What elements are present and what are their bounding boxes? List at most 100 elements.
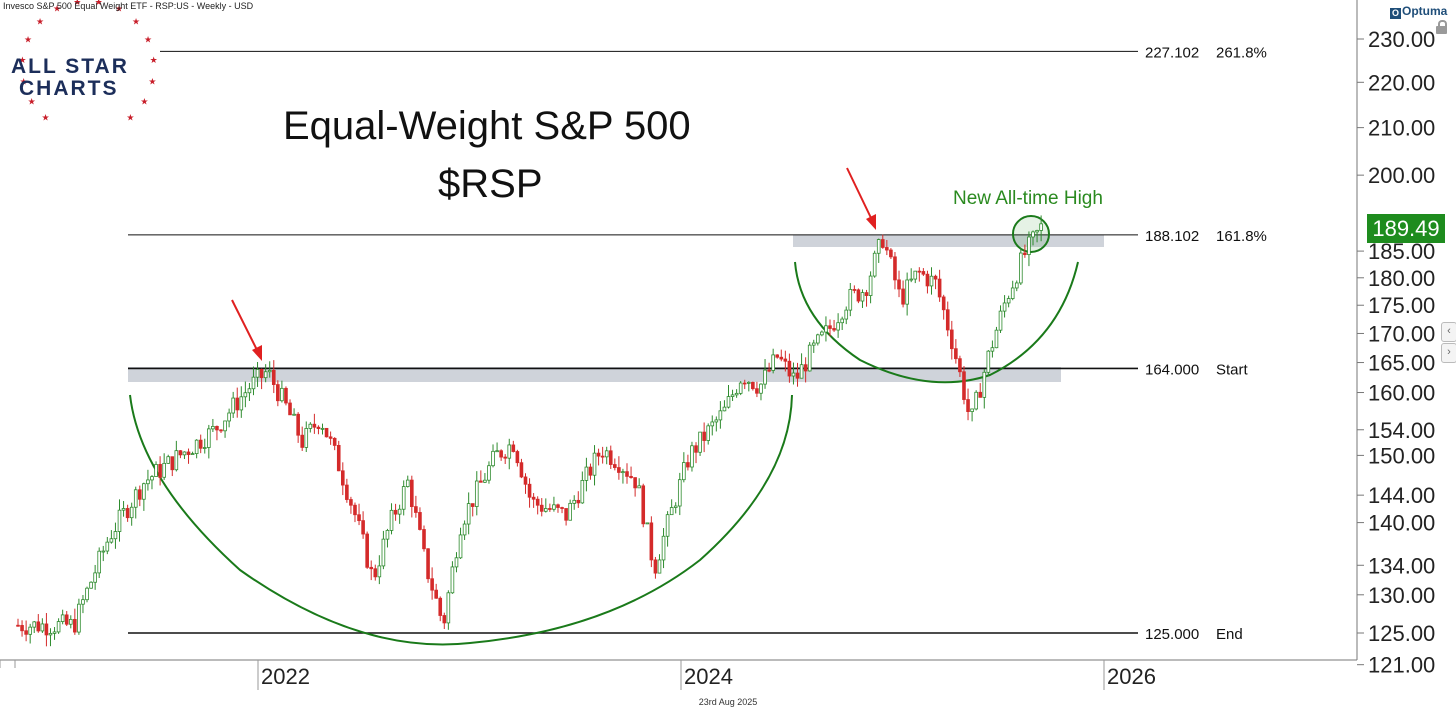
candle-body [840, 318, 844, 324]
candle-body [629, 475, 633, 478]
candle-body [698, 431, 702, 453]
candle-body [722, 406, 727, 412]
y-tick-label: 130.00 [1368, 583, 1435, 608]
chart-date: 23rd Aug 2025 [698, 697, 758, 707]
candle-body [592, 452, 597, 476]
cup-arc-right [794, 261, 1079, 384]
candle-body [738, 382, 743, 394]
optuma-brand: O Optuma [1390, 4, 1447, 19]
instrument-title: Invesco S&P 500 Equal Weight ETF - RSP:U… [3, 1, 254, 11]
candle-body [182, 451, 187, 456]
lock-icon[interactable] [1435, 20, 1449, 34]
candle-body [848, 289, 853, 311]
level-label: Start [1216, 361, 1249, 378]
candle-body [978, 391, 983, 398]
candle-body [300, 434, 304, 448]
logo-star: ★ [150, 56, 158, 66]
candle-body [844, 309, 849, 320]
logo-star: ★ [115, 5, 123, 15]
candle-body [158, 464, 162, 478]
candle-body [580, 480, 585, 504]
candle-body [787, 360, 792, 377]
optuma-mark: O [1390, 8, 1401, 19]
level-value: 125.000 [1145, 626, 1199, 643]
candle-body [227, 412, 231, 422]
candle-body [998, 310, 1003, 331]
candle-body [312, 423, 317, 428]
candle-body [239, 396, 244, 411]
candle-body [767, 369, 771, 372]
candle-body [470, 503, 475, 507]
candle-body [552, 504, 556, 510]
candle-body [381, 538, 386, 567]
candle-body [669, 507, 674, 516]
candle-body [1006, 298, 1011, 304]
candle-body [608, 450, 613, 465]
candle-body [324, 427, 329, 438]
candle-body [48, 632, 53, 636]
last-price-badge: 189.49 [1367, 214, 1445, 243]
candle-body [832, 328, 836, 331]
candle-body [836, 322, 840, 331]
candle-body [1010, 287, 1015, 299]
candle-body [271, 369, 276, 385]
y-tick-label: 154.00 [1368, 418, 1435, 443]
candle-body [937, 278, 942, 298]
candle-body [535, 498, 540, 506]
candle-body [373, 568, 378, 578]
candle-body [759, 383, 763, 394]
candle-body [860, 292, 865, 302]
candle-body [377, 565, 382, 578]
candle-body [28, 626, 32, 635]
arrow-2021-top [231, 299, 259, 353]
candle-body [645, 522, 650, 525]
candle-body [121, 508, 126, 511]
candle-body [986, 350, 991, 373]
candle-body [1014, 282, 1019, 289]
candle-body [340, 470, 345, 486]
candle-body [523, 476, 528, 485]
candle-body [304, 428, 309, 448]
candle-body [36, 621, 41, 632]
candle-body [742, 382, 747, 385]
panel-right-icon[interactable]: › [1441, 343, 1456, 363]
level-label: 261.8% [1216, 44, 1267, 61]
candle-body [68, 619, 73, 625]
candle-body [588, 466, 593, 476]
candle-body [718, 410, 723, 421]
candle-body [637, 485, 641, 489]
candle-body [73, 619, 77, 633]
candle-body [641, 485, 646, 525]
candle-body [1023, 252, 1027, 256]
y-tick-label: 210.00 [1368, 116, 1435, 141]
logo-line2: CHARTS [19, 77, 119, 100]
candle-body [397, 508, 402, 515]
panel-left-icon[interactable]: ‹ [1441, 322, 1456, 342]
new-high-annotation: New All-time High [953, 188, 1103, 209]
candle-body [941, 296, 946, 311]
candle-body [653, 559, 658, 574]
candle-body [649, 522, 654, 561]
candle-body [730, 394, 735, 397]
candle-body [795, 372, 800, 379]
y-tick-label: 230.00 [1368, 27, 1435, 52]
logo-star: ★ [132, 18, 140, 28]
candle-body [499, 450, 503, 458]
candle-body [60, 614, 65, 622]
candle-body [596, 452, 601, 457]
candle-body [146, 479, 150, 485]
candle-body [255, 369, 260, 378]
candle-body [710, 421, 715, 427]
candle-body [584, 466, 589, 481]
candle-body [353, 504, 357, 516]
candle-body [446, 592, 451, 624]
candle-body [950, 329, 954, 350]
candle-body [194, 439, 199, 454]
candle-body [568, 502, 572, 521]
candle-body [889, 249, 893, 258]
candle-body [479, 480, 483, 483]
candle-body [633, 477, 637, 489]
candle-body [284, 387, 288, 404]
candle-body [621, 471, 625, 474]
candle-body [897, 279, 901, 290]
